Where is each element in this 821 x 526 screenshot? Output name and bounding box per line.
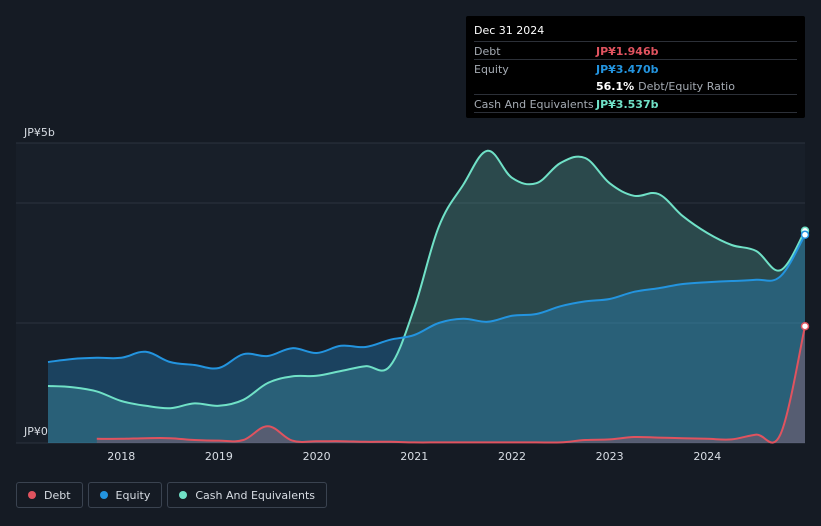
x-tick-label: 2021 — [400, 450, 428, 463]
tooltip-row-debt: Debt JP¥1.946b — [474, 41, 797, 59]
legend-item-cash[interactable]: Cash And Equivalents — [167, 482, 327, 508]
debt-dot-icon — [28, 491, 36, 499]
x-tick-label: 2022 — [498, 450, 526, 463]
series-lines — [47, 149, 806, 444]
equity-line — [47, 234, 806, 370]
tooltip-ratio-label: Debt/Equity Ratio — [638, 79, 735, 93]
legend-equity-label: Equity — [115, 488, 151, 502]
series-end-markers — [800, 226, 810, 331]
debt-end-marker — [800, 321, 810, 331]
equity-dot-icon — [99, 491, 108, 499]
y-axis-bottom-label: JP¥0 — [23, 425, 48, 438]
equity-area — [48, 234, 805, 443]
tooltip-equity-label: Equity — [474, 62, 509, 76]
cash-dot-icon — [179, 491, 188, 499]
y-axis-top-label: JP¥5b — [23, 126, 55, 139]
x-tick-label: 2020 — [303, 450, 331, 463]
tooltip-date: Dec 31 2024 — [474, 24, 545, 37]
legend-debt-label: Debt — [44, 488, 71, 502]
tooltip-equity-value: JP¥3.470b — [596, 62, 659, 76]
tooltip-row-ratio: 56.1% Debt/Equity Ratio — [474, 77, 797, 94]
chart-legend: Debt Equity Cash And Equivalents — [16, 482, 332, 508]
tooltip-debt-value: JP¥1.946b — [596, 44, 659, 58]
plot-area — [16, 143, 805, 443]
tooltip-row-equity: Equity JP¥3.470b — [474, 59, 797, 77]
x-tick-label: 2024 — [693, 450, 721, 463]
tooltip-cash-label: Cash And Equivalents — [474, 97, 594, 111]
tooltip-cash-value: JP¥3.537b — [596, 97, 659, 111]
data-tooltip: Dec 31 2024 Debt JP¥1.946b Equity JP¥3.4… — [466, 16, 805, 118]
legend-cash-label: Cash And Equivalents — [195, 488, 315, 502]
tooltip-row-cash: Cash And Equivalents JP¥3.537b — [474, 94, 797, 113]
cash-area — [48, 150, 805, 443]
debt-line — [96, 325, 806, 444]
series-areas — [48, 150, 806, 443]
x-tick-label: 2019 — [205, 450, 233, 463]
legend-item-debt[interactable]: Debt — [16, 482, 83, 508]
tooltip-ratio-value: 56.1% — [596, 79, 635, 93]
cash-line — [47, 149, 806, 410]
x-tick-label: 2018 — [107, 450, 135, 463]
tooltip-debt-label: Debt — [474, 44, 501, 58]
x-axis: 2018 2019 2020 2021 2022 2023 2024 — [107, 450, 721, 463]
equity-end-marker — [800, 230, 810, 240]
legend-item-equity[interactable]: Equity — [87, 482, 163, 508]
x-tick-label: 2023 — [596, 450, 624, 463]
plot-background — [16, 143, 805, 443]
